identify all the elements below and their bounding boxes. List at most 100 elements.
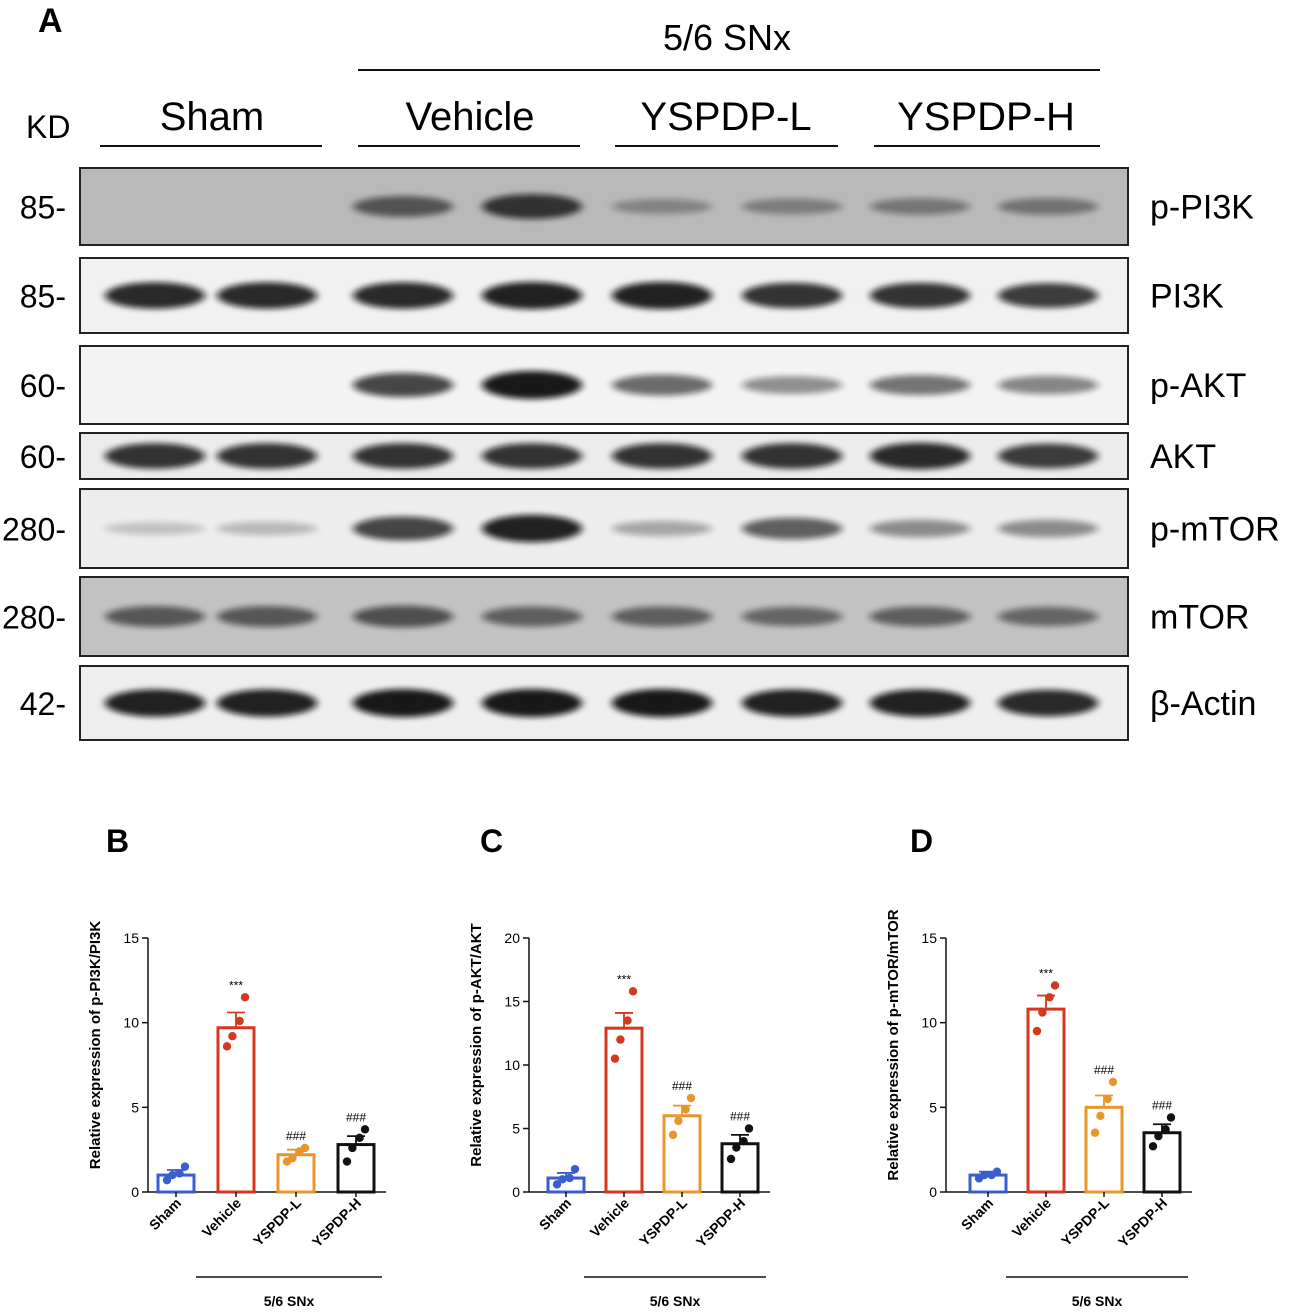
- y-tick-label: 5: [131, 1099, 139, 1115]
- chart-c-akt: C 0 5 10 15 20 Relative expression of p-AKT/AK…: [468, 823, 770, 1309]
- significance-marker: ###: [1094, 1063, 1114, 1077]
- group-label: 5/6 SNx: [650, 1293, 701, 1309]
- data-point: [1045, 993, 1054, 1002]
- blot-band: [482, 371, 582, 399]
- blot-band: [612, 606, 712, 627]
- blot-row-p-akt: 60- p-AKT: [20, 345, 1246, 425]
- y-tick-label: 15: [921, 930, 937, 946]
- blot-row--actin: 42- β-Actin: [20, 665, 1256, 741]
- data-point: [1166, 1113, 1176, 1122]
- blot-band: [217, 282, 317, 309]
- panel-label: D: [910, 823, 933, 859]
- bar-vehicle: [604, 1026, 644, 1194]
- blot-band: [217, 606, 317, 627]
- group-label-yspdp-h: YSPDP-H: [897, 95, 1075, 139]
- bar-yspdp-l: [1084, 1105, 1124, 1194]
- blot-band: [105, 606, 205, 627]
- blot-band: [742, 606, 842, 627]
- panel-label: B: [106, 823, 129, 859]
- data-point: [222, 1042, 232, 1051]
- blot-band: [353, 516, 453, 541]
- x-tick-label: Sham: [146, 1195, 184, 1233]
- data-point: [565, 1173, 574, 1183]
- blot-band: [742, 282, 842, 309]
- blot-band: [870, 282, 970, 309]
- blot-band: [482, 514, 582, 543]
- y-tick-label: 0: [131, 1184, 139, 1200]
- bar-yspdp-l: [662, 1114, 702, 1194]
- panel-a-label: A: [38, 2, 63, 40]
- y-tick-label: 15: [504, 994, 520, 1010]
- kd-marker-label: 280-: [2, 512, 66, 548]
- blot-band: [742, 376, 842, 394]
- data-point: [739, 1137, 748, 1146]
- blot-row-akt: 60- AKT: [20, 432, 1216, 480]
- y-axis-label: Relative expression of p-PI3K/PI3K: [87, 921, 104, 1170]
- blot-row-mtor: 280- mTOR: [2, 576, 1249, 657]
- y-tick-label: 10: [504, 1057, 520, 1073]
- data-point: [992, 1167, 1002, 1176]
- blot-band: [870, 198, 970, 215]
- bar-yspdp-h: [1142, 1131, 1182, 1194]
- western-blot-panel: A 5/6 SNx KD Sham Vehicle YSPDP-L YSPDP-…: [2, 2, 1280, 741]
- blot-band: [612, 198, 712, 215]
- data-point: [1103, 1094, 1112, 1104]
- blot-membrane: [79, 167, 1129, 246]
- blot-band: [998, 283, 1098, 308]
- x-tick-label: Sham: [536, 1195, 574, 1233]
- data-point: [1038, 1008, 1047, 1017]
- blot-row-p-pi3k: 85- p-PI3K: [20, 167, 1254, 246]
- kd-marker-label: 85-: [20, 279, 66, 315]
- x-tick-label: YSPDP-L: [250, 1194, 305, 1249]
- blot-band: [482, 194, 582, 219]
- blot-band: [105, 522, 205, 535]
- blot-band: [742, 517, 842, 540]
- group-label-vehicle: Vehicle: [406, 95, 535, 139]
- data-point: [628, 987, 638, 996]
- blot-band: [612, 374, 712, 396]
- blot-band: [870, 519, 970, 538]
- y-tick-label: 5: [512, 1121, 520, 1137]
- x-tick-label: Vehicle: [1009, 1195, 1055, 1241]
- kd-marker-label: 85-: [20, 190, 66, 226]
- y-tick-label: 15: [123, 930, 139, 946]
- blot-band: [612, 443, 712, 469]
- data-point: [162, 1175, 172, 1185]
- blot-band: [998, 689, 1098, 717]
- data-point: [180, 1162, 190, 1171]
- data-point: [1090, 1128, 1100, 1137]
- significance-marker: ###: [730, 1110, 750, 1124]
- significance-marker: ***: [617, 972, 631, 986]
- blot-band: [353, 443, 453, 469]
- data-point: [348, 1143, 357, 1153]
- data-point: [175, 1169, 184, 1178]
- blot-band: [998, 606, 1098, 627]
- y-axis-label: Relative expression of p-AKT/AKT: [468, 923, 485, 1166]
- x-tick-label: YSPDP-L: [1058, 1194, 1113, 1249]
- blot-band: [482, 689, 582, 717]
- protein-label: AKT: [1150, 438, 1216, 476]
- x-tick-label: YSPDP-H: [309, 1195, 364, 1250]
- protein-label: β-Actin: [1150, 685, 1256, 723]
- data-point: [980, 1170, 989, 1180]
- x-tick-label: YSPDP-H: [1115, 1195, 1170, 1250]
- blot-band: [482, 606, 582, 627]
- blot-row-p-mtor: 280- p-mTOR: [2, 488, 1280, 569]
- significance-marker: ***: [229, 978, 243, 992]
- data-point: [552, 1180, 562, 1189]
- significance-marker: ###: [672, 1079, 692, 1093]
- significance-marker: ###: [1152, 1098, 1172, 1112]
- y-tick-label: 10: [123, 1015, 139, 1031]
- blot-band: [353, 689, 453, 717]
- data-point: [1154, 1131, 1163, 1141]
- blot-row-pi3k: 85- PI3K: [20, 257, 1224, 334]
- blot-band: [870, 375, 970, 395]
- bar-vehicle: [216, 1026, 256, 1194]
- bar-vehicle: [1026, 1007, 1066, 1194]
- blot-band: [998, 519, 1098, 538]
- bar-yspdp-h: [720, 1142, 760, 1194]
- blot-band: [217, 689, 317, 717]
- data-point: [610, 1054, 620, 1063]
- x-tick-label: Vehicle: [199, 1195, 245, 1241]
- data-point: [732, 1143, 741, 1152]
